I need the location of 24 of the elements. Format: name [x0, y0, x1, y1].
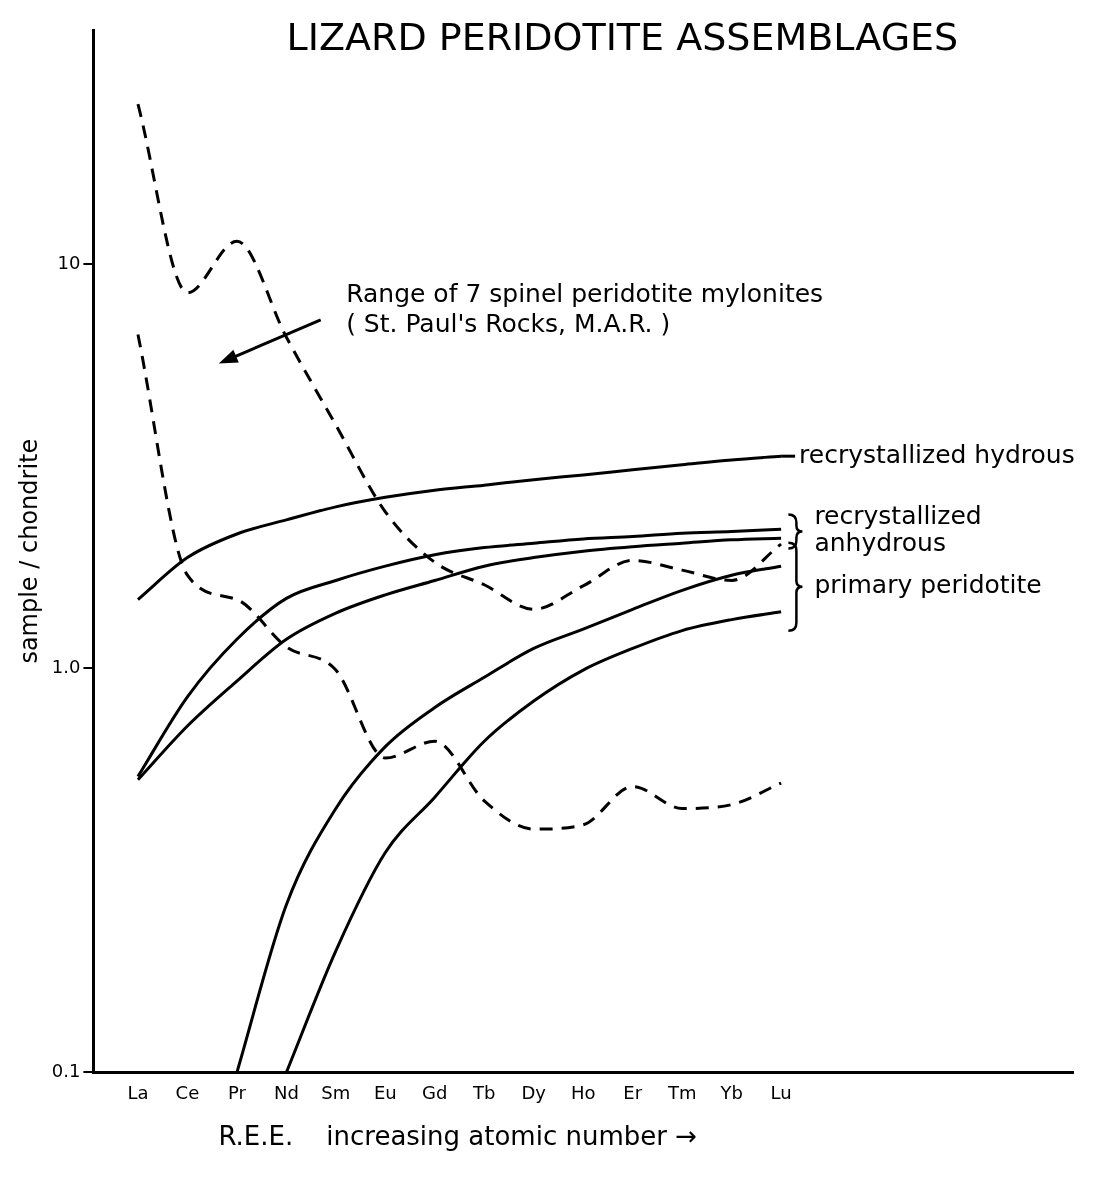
y-tick-label: 10: [57, 251, 81, 273]
y-tick-label: 1.0: [51, 656, 81, 678]
x-tick-label: Tb: [472, 1081, 496, 1103]
y-tick-label: 0.1: [51, 1060, 81, 1082]
x-tick-label: Ce: [175, 1081, 200, 1103]
x-tick-label: Ho: [570, 1081, 596, 1103]
text: recrystallized anhydrous: [814, 501, 982, 558]
x-tick-label: Nd: [273, 1081, 299, 1103]
x-tick-label: Gd: [422, 1081, 448, 1103]
annotation: Range of 7 spinel peridotite mylonites ( St. Paul's Rocks, M.A.R. ): [346, 279, 824, 339]
x-tick-label: Lu: [770, 1081, 792, 1103]
x-tick-label: Sm: [321, 1081, 351, 1103]
x-tick-label: Dy: [521, 1081, 547, 1103]
y-axis-title: sample / chondrite: [14, 438, 43, 664]
x-tick-label: Eu: [373, 1081, 397, 1103]
x-tick-label: Tm: [666, 1081, 697, 1103]
legend-label: recrystallized hydrous: [799, 439, 1075, 469]
x-tick-label: Pr: [227, 1081, 247, 1103]
x-tick-label: Yb: [719, 1081, 743, 1103]
x-tick-label: La: [127, 1081, 149, 1103]
text: primary peridotite: [814, 570, 1042, 600]
x-tick-label: Er: [623, 1081, 643, 1103]
chart-title: LIZARD PERIDOTITE ASSEMBLAGES: [286, 14, 959, 59]
x-axis-title: R.E.E. increasing atomic number →: [218, 1121, 697, 1152]
